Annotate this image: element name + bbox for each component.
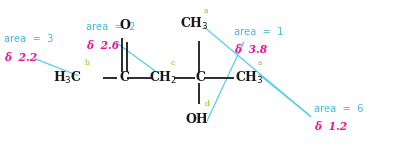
Text: CH$_3$: CH$_3$: [235, 70, 264, 86]
Text: area  =  3: area = 3: [4, 34, 53, 44]
Text: OH: OH: [185, 113, 208, 126]
Text: δ  3.8: δ 3.8: [234, 44, 267, 55]
Text: c: c: [171, 59, 175, 67]
Text: CH$_2$: CH$_2$: [149, 70, 178, 86]
Text: a: a: [204, 7, 209, 14]
Text: δ  1.2: δ 1.2: [314, 121, 347, 132]
Text: δ  2.2: δ 2.2: [4, 52, 37, 63]
Text: δ  2.6: δ 2.6: [86, 40, 119, 51]
Text: CH$_3$: CH$_3$: [180, 16, 209, 32]
Text: a: a: [258, 59, 263, 67]
Text: C: C: [196, 71, 206, 84]
Text: C: C: [119, 71, 130, 84]
Text: b: b: [85, 59, 90, 67]
Text: area  =  1: area = 1: [234, 27, 283, 37]
Text: area  =  2: area = 2: [86, 22, 136, 32]
Text: O: O: [119, 19, 130, 32]
Text: H$_3$C: H$_3$C: [53, 70, 83, 86]
Text: d: d: [205, 100, 209, 108]
Text: area  =  6: area = 6: [314, 104, 364, 114]
